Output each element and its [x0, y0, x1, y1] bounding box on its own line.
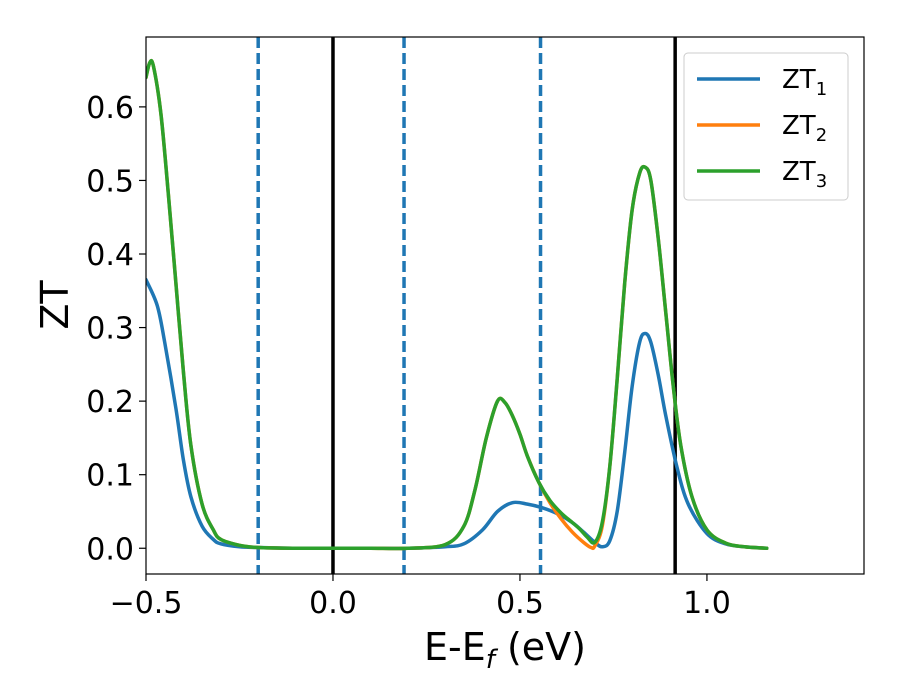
- series-line-zt1: [146, 278, 769, 551]
- series-line-zt3: [146, 58, 769, 551]
- series-lines: [146, 58, 769, 551]
- y-tick-label: 0.4: [86, 238, 134, 273]
- x-tick-label: 1.0: [683, 586, 731, 621]
- legend: ZT1 ZT2 ZT3: [683, 52, 849, 201]
- y-tick-label: 0.3: [86, 312, 134, 347]
- y-tick-label: 0.5: [86, 164, 134, 199]
- y-tick-label: 0.0: [86, 532, 134, 567]
- legend-label-zt1: ZT1: [782, 65, 827, 100]
- y-tick-label: 0.6: [86, 91, 134, 126]
- legend-label-zt3: ZT3: [782, 157, 827, 192]
- reference-lines: [256, 37, 677, 574]
- legend-box: [683, 52, 849, 201]
- x-tick-label: −0.5: [110, 586, 183, 621]
- x-tick-label: 0.5: [496, 586, 544, 621]
- plot-frame: [145, 36, 865, 575]
- y-axis: 0.0 0.1 0.2 0.3 0.4 0.5 0.6: [86, 91, 146, 567]
- legend-label-zt2: ZT2: [782, 111, 827, 146]
- y-tick-label: 0.1: [86, 459, 134, 494]
- x-tick-label: 0.0: [309, 586, 357, 621]
- x-axis: −0.5 0.0 0.5 1.0: [110, 574, 731, 621]
- y-axis-label: ZT: [33, 280, 77, 330]
- x-axis-label: E-Ef (eV): [424, 625, 586, 675]
- y-tick-label: 0.2: [86, 385, 134, 420]
